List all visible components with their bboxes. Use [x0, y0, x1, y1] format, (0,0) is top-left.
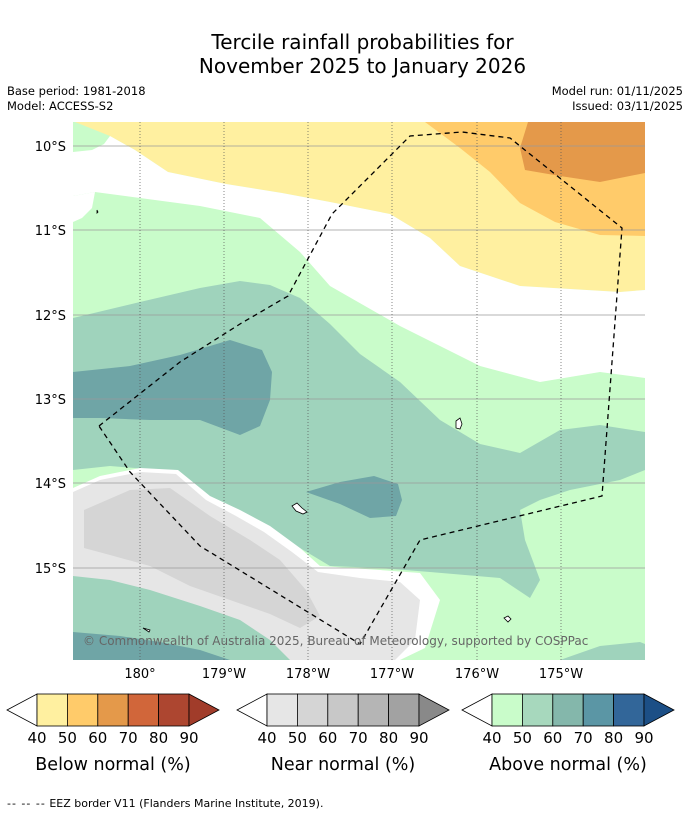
- lat-label-12s: 12°S: [35, 309, 66, 324]
- lon-label-177w: 177°W: [370, 667, 414, 682]
- region-near-50: [84, 488, 320, 628]
- model-run: Model run: 01/11/2025: [551, 84, 683, 98]
- legend-above-bin-60: [552, 693, 584, 727]
- legend-above-bin-70: [582, 693, 615, 727]
- latitude-gridlines: [73, 145, 645, 569]
- legend-below-bin-60: [97, 693, 129, 727]
- legend-near-label: Near normal (%): [271, 755, 416, 775]
- legend-above-cap-high: [643, 693, 675, 727]
- legend-above-tick-70: 70: [574, 729, 593, 747]
- longitude-labels: 180° 179°W 178°W 177°W 176°W 175°W: [124, 667, 583, 682]
- lat-label-13s: 13°S: [35, 393, 66, 408]
- island-northwest: [96, 209, 99, 214]
- legend-above-cap-low: [461, 693, 493, 727]
- legend-near-tick-70: 70: [349, 729, 368, 747]
- island-south: [503, 615, 512, 623]
- region-above-60-south: [73, 632, 230, 660]
- region-below-60: [520, 122, 645, 182]
- base-period: Base period: 1981-2018: [7, 84, 146, 98]
- legend-near-tick-80: 80: [379, 729, 398, 747]
- eez-border: [98, 131, 623, 645]
- meta-right: Model run: 01/11/2025 Issued: 03/11/2025: [552, 84, 683, 114]
- meta-left: Base period: 1981-2018 Model: ACCESS-S2: [7, 84, 146, 114]
- legend-below-tick-60: 60: [88, 729, 107, 747]
- lon-label-176w: 176°W: [455, 667, 499, 682]
- region-above-50-southeast: [560, 642, 645, 660]
- lon-label-180: 180°: [124, 667, 155, 682]
- legend-above-tick-40: 40: [482, 729, 501, 747]
- legend-below-cap-high: [188, 693, 220, 727]
- legend-near-cap-high: [418, 693, 450, 727]
- legend-above: 40 50 60 70 80 90 Above normal (%): [461, 693, 675, 775]
- legend-near-bin-80: [388, 693, 420, 727]
- legend-below-bin-80: [158, 693, 190, 727]
- model-name: Model: ACCESS-S2: [7, 99, 114, 113]
- title-line-1: Tercile rainfall probabilities for: [211, 30, 514, 54]
- islands: [96, 209, 512, 633]
- legend-below-cap-low: [6, 693, 38, 727]
- legend-near-bin-60: [327, 693, 359, 727]
- latitude-labels: 10°S 11°S 12°S 13°S 14°S 15°S: [35, 140, 66, 577]
- legend-below-bin-40: [36, 693, 68, 727]
- legend-below-tick-70: 70: [119, 729, 138, 747]
- legend-above-tick-90: 90: [634, 729, 653, 747]
- legend-below-tick-80: 80: [149, 729, 168, 747]
- legend-near-bin-50: [296, 693, 329, 727]
- legend-above-bin-80: [613, 693, 645, 727]
- lon-label-179w: 179°W: [202, 667, 246, 682]
- footnote: -- -- -- EEZ border V11 (Flanders Marine…: [7, 797, 323, 810]
- legend-below-bin-50: [67, 693, 99, 727]
- legend-below-label: Below normal (%): [35, 755, 190, 775]
- lat-label-11s: 11°S: [35, 224, 66, 239]
- legend-above-bin-40: [491, 693, 523, 727]
- legend-near-tick-90: 90: [409, 729, 428, 747]
- legend-below-tick-50: 50: [58, 729, 77, 747]
- legend-above-bin-50: [522, 693, 554, 727]
- island-southwest: [142, 627, 151, 633]
- legend-near-tick-40: 40: [257, 729, 276, 747]
- legend-near-tick-50: 50: [288, 729, 307, 747]
- island-east: [455, 417, 463, 430]
- region-white-patch: [73, 192, 95, 222]
- legend-below: 40 50 60 70 80 90 Below normal (%): [6, 693, 220, 775]
- issued-date: Issued: 03/11/2025: [572, 99, 683, 113]
- legend-near-tick-60: 60: [318, 729, 337, 747]
- legend-near-cap-low: [236, 693, 268, 727]
- legend-near-bin-40: [266, 693, 298, 727]
- legend-near-bin-70: [357, 693, 390, 727]
- island-central: [291, 502, 308, 515]
- legend-above-tick-50: 50: [513, 729, 532, 747]
- legend-above-tick-60: 60: [543, 729, 562, 747]
- legend-above-label: Above normal (%): [489, 755, 647, 775]
- lat-label-14s: 14°S: [35, 477, 66, 492]
- region-above-60-west: [73, 340, 272, 435]
- copyright-note: © Commonwealth of Australia 2025, Bureau…: [83, 634, 588, 648]
- eez-dash-sample: -- -- --: [7, 797, 46, 810]
- lat-label-15s: 15°S: [35, 562, 66, 577]
- legend-above-tick-80: 80: [604, 729, 623, 747]
- legend-below-bin-70: [127, 693, 159, 727]
- lat-label-10s: 10°S: [35, 140, 66, 155]
- chart-title: Tercile rainfall probabilities for Novem…: [0, 30, 690, 78]
- lon-label-178w: 178°W: [286, 667, 330, 682]
- title-line-2: November 2025 to January 2026: [198, 54, 527, 78]
- legend-near: 40 50 60 70 80 90 Near normal (%): [236, 693, 450, 775]
- footnote-text: EEZ border V11 (Flanders Marine Institut…: [49, 797, 324, 810]
- lon-label-175w: 175°W: [539, 667, 583, 682]
- region-above-60-east: [306, 476, 402, 518]
- region-normal-white: [73, 136, 645, 382]
- legend-below-tick-90: 90: [179, 729, 198, 747]
- colorbar-legends: 40 50 60 70 80 90 Below normal (%) 40 50 60 70 80 90…: [6, 693, 675, 775]
- legend-below-tick-40: 40: [27, 729, 46, 747]
- map-plot-area: [73, 122, 645, 660]
